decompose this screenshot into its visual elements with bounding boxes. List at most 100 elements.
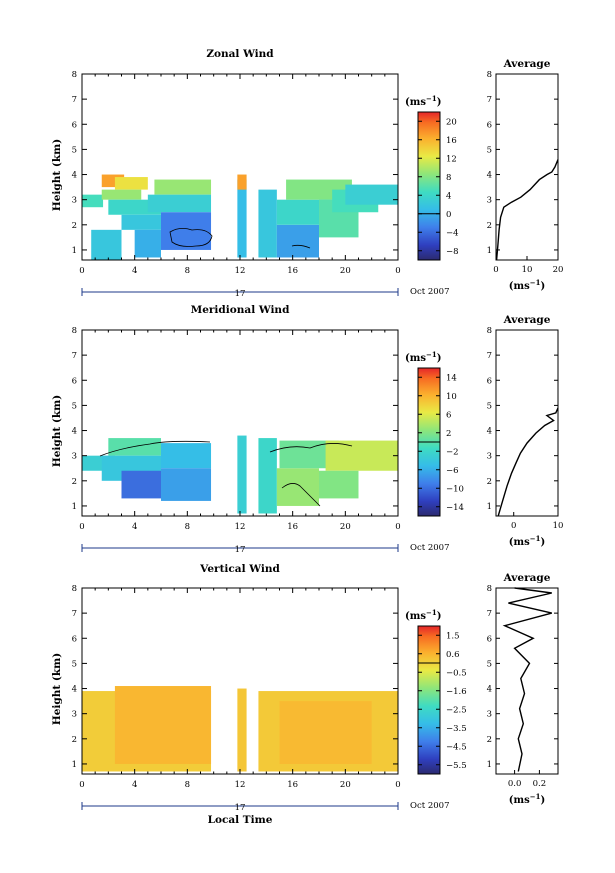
- heatmap-cell: [108, 438, 161, 456]
- colorbar: (ms−1) 14 10 6 2 −2 −6 −10 −14: [405, 350, 464, 517]
- colorbar-unit: (ms−1): [405, 350, 441, 364]
- colorbar: (ms−1) 1.5 0.6 −0.5 −1.6 −2.5 −3.5 −4.5 −5.5: [405, 608, 467, 775]
- profile-x-tick-label: 20: [553, 265, 564, 275]
- profile-frame: [495, 587, 559, 775]
- y-axis-label: Height (km): [51, 139, 63, 211]
- profile-y-tick-label: 4: [487, 171, 492, 181]
- x-tick-label: 12: [235, 266, 246, 276]
- profile-y-tick-label: 3: [487, 710, 492, 720]
- colorbar-ticks: 1.5 0.6 −0.5 −1.6 −2.5 −3.5 −4.5 −5.5: [418, 631, 467, 771]
- colorbar-unit: (ms−1): [405, 94, 441, 108]
- profile-unit: (ms−1): [509, 278, 545, 292]
- profile-x-tick-label: 0.2: [533, 779, 547, 789]
- colorbar-tick-label: 2: [446, 429, 451, 439]
- profile-y-tick-label: 5: [487, 401, 492, 411]
- profile-y-tick-label: 2: [487, 735, 492, 745]
- heatmap-cell: [82, 194, 104, 208]
- y-tick-label: 3: [72, 196, 77, 206]
- heatmap-cell: [325, 440, 398, 471]
- profile-y-tick-label: 6: [487, 634, 492, 644]
- date-day-label: 17: [235, 545, 246, 555]
- y-tick-label: 8: [72, 326, 77, 336]
- x-tick-label: 4: [132, 780, 137, 790]
- heatmap-cell: [279, 701, 372, 764]
- profile-line: [497, 407, 559, 517]
- x-tick-label: 8: [185, 780, 190, 790]
- heatmap-cell: [276, 468, 319, 506]
- profile-y-tick-label: 7: [487, 609, 492, 619]
- heatmap-cell: [101, 189, 142, 200]
- chart-title: Meridional Wind: [191, 304, 290, 316]
- heatmap-cell: [237, 688, 247, 772]
- colorbar-tick-label: −5.5: [446, 761, 467, 771]
- colorbar-tick-label: 6: [446, 410, 451, 420]
- colorbar-tick-label: −10: [446, 484, 464, 494]
- heatmap-cells: [82, 686, 398, 772]
- date-suffix-label: Oct 2007: [410, 801, 449, 811]
- profile-y-tick-label: 3: [487, 196, 492, 206]
- y-tick-label: 3: [72, 452, 77, 462]
- x-tick-label: 16: [287, 780, 298, 790]
- heatmap-cell: [134, 229, 161, 258]
- profile-unit: (ms−1): [509, 534, 545, 548]
- colorbar-tick-label: 16: [446, 136, 457, 146]
- profile-y-tick-label: 1: [487, 760, 492, 770]
- y-tick-label: 5: [72, 659, 77, 669]
- y-tick-label: 1: [72, 246, 77, 256]
- y-tick-label: 1: [72, 502, 77, 512]
- x-tick-label: 0: [395, 522, 400, 532]
- profile-y-tick-label: 5: [487, 659, 492, 669]
- colorbar-ticks: 20 16 12 8 4 0 −4 −8: [418, 117, 459, 257]
- x-tick-label: 0: [395, 266, 400, 276]
- colorbar-tick-label: −3.5: [446, 724, 467, 734]
- x-tick-label: 0: [79, 522, 84, 532]
- profile-line: [495, 159, 559, 261]
- x-tick-label: 8: [185, 266, 190, 276]
- x-tick-label: 0: [79, 780, 84, 790]
- date-day-label: 17: [235, 289, 246, 299]
- heatmap-cell: [276, 224, 319, 258]
- heatmap-cell: [154, 179, 212, 195]
- colorbar-tick-label: −4.5: [446, 742, 467, 752]
- y-tick-label: 1: [72, 760, 77, 770]
- y-tick-label: 3: [72, 710, 77, 720]
- profile-y-tick-label: 8: [487, 584, 492, 594]
- heatmap-cell: [258, 438, 277, 514]
- profile-title: Average: [503, 314, 551, 326]
- y-tick-label: 4: [72, 171, 77, 181]
- x-tick-label: 20: [340, 266, 351, 276]
- profile-y-tick-label: 1: [487, 246, 492, 256]
- heatmap-cell: [121, 214, 168, 230]
- y-axis-label: Height (km): [51, 653, 63, 725]
- y-tick-label: 6: [72, 634, 77, 644]
- heatmap-cell: [147, 194, 212, 213]
- y-tick-label: 2: [72, 221, 77, 231]
- colorbar-tick-label: −1.6: [446, 687, 467, 697]
- colorbar-tick-label: 20: [446, 117, 457, 127]
- y-tick-label: 8: [72, 584, 77, 594]
- y-tick-label: 4: [72, 427, 77, 437]
- heatmap-cell: [91, 229, 122, 260]
- heatmap-cell: [114, 686, 212, 764]
- colorbar-tick-label: −6: [446, 466, 459, 476]
- x-tick-label: 4: [132, 266, 137, 276]
- colorbar-tick-label: 0.6: [446, 650, 460, 660]
- profile-y-tick-label: 7: [487, 351, 492, 361]
- colorbar-tick-label: −14: [446, 503, 464, 513]
- profile-frame: [495, 329, 559, 517]
- average-profile: Average 1 2 3 4 5 6 7 8 0.0 0.2 (ms−1): [487, 572, 559, 806]
- colorbar-gradient: [417, 625, 441, 775]
- y-tick-label: 4: [72, 685, 77, 695]
- heatmap-cell: [114, 177, 148, 190]
- colorbar-gradient: [417, 111, 441, 261]
- colorbar-tick-label: 8: [446, 173, 451, 183]
- average-profile: Average 1 2 3 4 5 6 7 8 0 10 20 (ms−1): [487, 58, 564, 292]
- y-tick-label: 6: [72, 120, 77, 130]
- x-tick-label: 12: [235, 780, 246, 790]
- x-tick-label: 16: [287, 522, 298, 532]
- colorbar-tick-label: 14: [446, 373, 457, 383]
- profile-x-tick-label: 10: [553, 521, 564, 531]
- heatmap-cell: [161, 212, 212, 250]
